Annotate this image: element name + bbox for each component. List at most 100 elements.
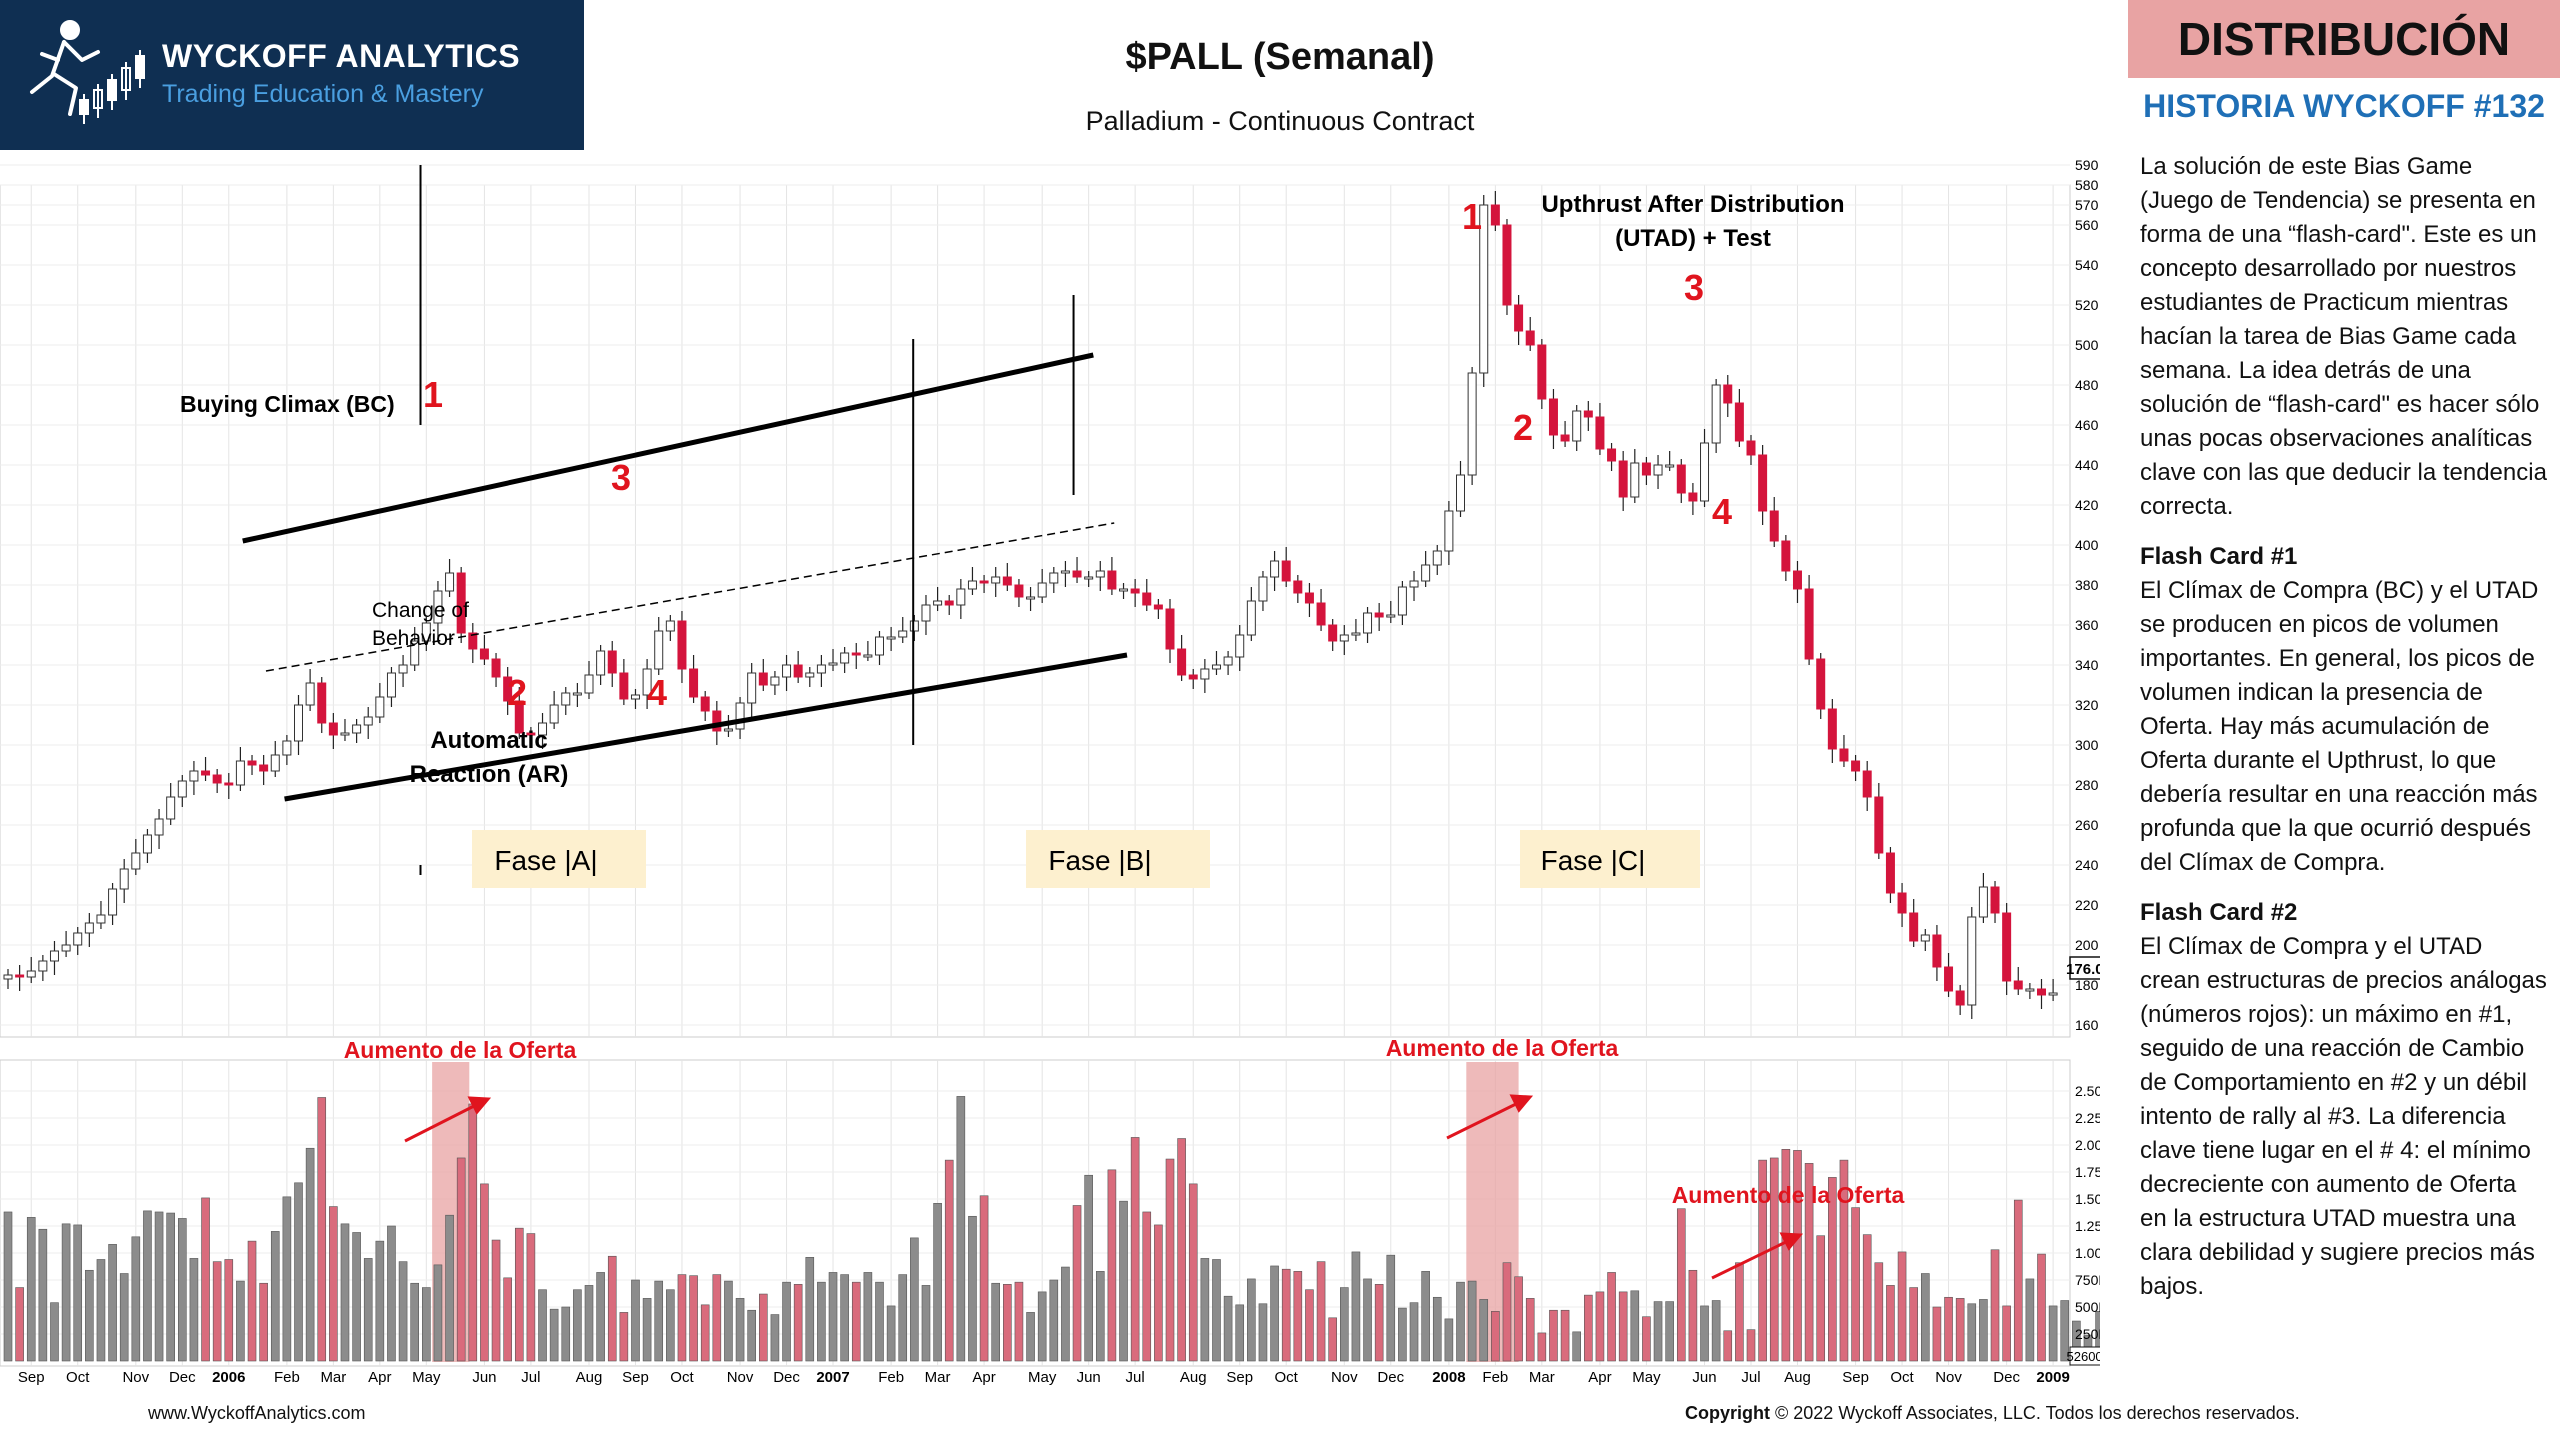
volume-bar-up <box>1061 1266 1070 1362</box>
candle-down <box>1560 434 1570 442</box>
volume-bar-up <box>375 1240 385 1362</box>
volume-bar-down <box>1328 1317 1337 1362</box>
candle-up <box>445 572 455 592</box>
x-tick-label: Sep <box>622 1369 649 1386</box>
price-volume-chart: Sep Oct Nov Dec 2006 Feb Mar Apr May Jun Jul Aug Sep… <box>0 150 2100 1386</box>
x-tick-label: Sep <box>1842 1369 1869 1386</box>
supply-arrow-1-head <box>467 1096 492 1115</box>
volume-bar-up <box>189 1258 199 1362</box>
candle-up <box>886 636 896 640</box>
candle-up <box>1630 462 1640 498</box>
volume-bar-down <box>1758 1159 1767 1362</box>
price-tick-label: 540 <box>2075 257 2099 273</box>
flash-card-1-title: Flash Card #1 <box>2140 543 2298 570</box>
candle-up <box>1119 588 1129 592</box>
candle-up <box>61 944 71 952</box>
volume-bar-down <box>201 1197 210 1362</box>
candle-up <box>596 650 606 676</box>
candle-down <box>1792 570 1802 590</box>
volume-bar-up <box>805 1257 815 1362</box>
volume-tick-label: 2.25M <box>2075 1110 2100 1126</box>
candle-down <box>15 974 25 978</box>
candle-down <box>1897 892 1907 914</box>
price-tick-label: 600 <box>2075 150 2099 153</box>
volume-bar-up <box>1967 1303 1977 1362</box>
candle-down <box>1374 612 1384 618</box>
volume-bar-down <box>1014 1281 1024 1362</box>
volume-bar-up <box>1432 1296 1442 1362</box>
volume-bar-down <box>1154 1224 1163 1362</box>
candle-down <box>1281 560 1291 582</box>
volume-bar-down <box>1851 1207 1860 1362</box>
volume-bar-up <box>352 1232 361 1362</box>
volume-bar-up <box>143 1210 152 1362</box>
supply-increase-label-2: Aumento de la Oferta <box>1386 1035 1619 1061</box>
volume-bar-down <box>1909 1287 1918 1362</box>
candle-down <box>212 774 222 784</box>
x-tick-label: Jul <box>1126 1369 1145 1386</box>
phase-c-box <box>1520 830 1700 888</box>
price-tick-label: 340 <box>2075 657 2099 673</box>
x-tick-label: Sep <box>18 1369 45 1386</box>
candle-up <box>1351 632 1361 636</box>
candle-up <box>1211 664 1221 670</box>
volume-bar-up <box>1026 1312 1035 1362</box>
volume-bar-down <box>1932 1306 1942 1362</box>
volume-bar-down <box>224 1259 234 1362</box>
volume-bar-down <box>15 1287 24 1362</box>
distribution-badge: DISTRIBUCIÓN <box>2128 0 2560 78</box>
volume-bar-down <box>1897 1251 1907 1362</box>
x-tick-label: Jul <box>521 1369 540 1386</box>
candle-down <box>1142 592 1152 606</box>
volume-bar-up <box>85 1269 94 1362</box>
candle-up <box>584 674 594 694</box>
x-tick-label: Aug <box>576 1369 603 1386</box>
candle-up <box>1026 596 1036 600</box>
x-tick-label: Mar <box>925 1369 951 1386</box>
footer-website[interactable]: www.WyckoffAnalytics.com <box>148 1403 366 1423</box>
candle-up <box>363 716 373 726</box>
candle-up <box>1456 474 1465 512</box>
volume-bar-up <box>956 1096 966 1362</box>
volume-bar-down <box>1281 1268 1291 1362</box>
volume-tick-label: 1.25M <box>2075 1218 2100 1234</box>
candle-up <box>26 970 36 978</box>
volume-bar-down <box>793 1284 803 1362</box>
price-tick-label: 360 <box>2075 617 2099 633</box>
volume-bar-down <box>1491 1311 1500 1362</box>
candle-down <box>491 658 501 678</box>
candle-down <box>1734 402 1744 442</box>
volume-bar-down <box>1781 1149 1791 1362</box>
volume-bar-up <box>817 1281 826 1362</box>
candle-up <box>1200 668 1210 680</box>
brand-name: WYCKOFF ANALYTICS <box>162 38 521 74</box>
volume-bar-up <box>96 1259 106 1362</box>
volume-bar-down <box>1595 1291 1605 1362</box>
volume-bar-down <box>979 1195 989 1362</box>
volume-bar-down <box>1130 1137 1140 1362</box>
candle-up <box>828 662 838 666</box>
phase-c-label: Fase |C| <box>1541 845 1646 876</box>
candle-down <box>328 722 338 736</box>
x-tick-label: Jun <box>1077 1369 1101 1386</box>
volume-bar-up <box>2048 1305 2058 1362</box>
candle-up <box>723 728 733 732</box>
candle-down <box>851 652 861 656</box>
volume-bar-up <box>828 1272 838 1362</box>
candle-up <box>1409 580 1419 588</box>
last-price-value: 176.00 <box>2066 961 2100 978</box>
brand-header: WYCKOFF ANALYTICS Trading Education & Ma… <box>0 0 584 150</box>
candle-down <box>1874 796 1884 854</box>
flash-card-2-title: Flash Card #2 <box>2140 899 2298 926</box>
volume-bar-up <box>433 1264 443 1362</box>
volume-bar-up <box>1665 1301 1674 1362</box>
candle-down <box>619 672 629 700</box>
candle-down <box>700 696 710 712</box>
x-tick-label: Nov <box>122 1369 149 1386</box>
x-tick-label: Jun <box>1692 1369 1716 1386</box>
candle-up <box>538 722 548 736</box>
volume-tick-label: 1.50M <box>2075 1191 2100 1207</box>
candle-up <box>840 652 850 664</box>
volume-bar-down <box>1142 1211 1152 1362</box>
x-tick-label: May <box>1632 1369 1661 1386</box>
